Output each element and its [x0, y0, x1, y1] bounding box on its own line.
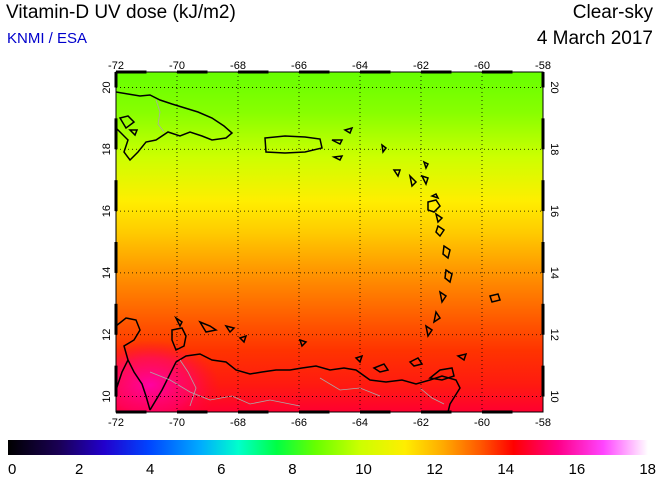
colorbar-tick-label: 16	[569, 461, 586, 478]
lon-tick-label: -60	[474, 417, 490, 429]
colorbar-tick-label: 18	[639, 461, 656, 478]
colorbar-tick-label: 6	[217, 461, 225, 478]
lat-tick-label: 12	[101, 329, 113, 341]
lat-tick-label: 12	[548, 329, 560, 341]
lon-tick-label: -70	[169, 60, 185, 72]
colorbar-labels: 0 2 4 6 8 10 12 14 16 18	[8, 461, 656, 478]
lat-tick-label: 14	[101, 267, 113, 279]
lat-tick-label: 16	[548, 205, 560, 217]
lat-tick-label: 18	[101, 143, 113, 155]
lat-tick-label: 14	[548, 267, 560, 279]
colorbar-tick-label: 12	[426, 461, 443, 478]
lon-tick-label: -66	[291, 417, 307, 429]
colorbar-tick-label: 0	[8, 461, 16, 478]
lon-tick-label: -68	[230, 60, 246, 72]
colorbar-tick-label: 10	[355, 461, 372, 478]
coastline-puerto-rico	[264, 135, 323, 154]
lat-labels-left: 20 18 16 14 12 10	[101, 81, 113, 402]
lon-tick-label: -66	[291, 60, 307, 72]
lat-tick-label: 10	[548, 390, 560, 402]
colorbar-tick-label: 8	[288, 461, 296, 478]
lon-labels-top: -72 -70 -68 -66 -64 -62 -60 -58	[108, 60, 551, 72]
map-title: Vitamin-D UV dose (kJ/m2)	[6, 2, 236, 23]
lat-tick-label: 18	[548, 143, 560, 155]
country-borders	[149, 99, 445, 407]
lon-tick-label: -68	[230, 417, 246, 429]
colorbar-tick-label: 4	[146, 461, 154, 478]
colorbar-tick-label: 14	[497, 461, 514, 478]
lat-tick-label: 20	[548, 81, 560, 93]
lon-tick-label: -72	[108, 417, 124, 429]
colorbar	[8, 440, 648, 455]
lat-tick-label: 20	[101, 81, 113, 93]
coastlines	[116, 91, 501, 412]
coastline-guadeloupe	[427, 199, 441, 213]
frame-ticks	[114, 70, 545, 414]
lon-tick-label: -64	[352, 417, 368, 429]
lon-tick-label: -62	[413, 417, 429, 429]
lon-tick-label: -72	[108, 60, 124, 72]
coastline-hispaniola	[116, 91, 234, 162]
lat-tick-label: 16	[101, 205, 113, 217]
lon-tick-label: -60	[474, 60, 490, 72]
coastline-south-america	[116, 317, 461, 412]
lat-lon-grid	[116, 72, 543, 412]
lon-tick-label: -58	[535, 60, 551, 72]
credit-label: KNMI / ESA	[7, 30, 88, 47]
colorbar-tick-label: 2	[75, 461, 83, 478]
sky-mode-label: Clear-sky	[572, 2, 653, 23]
lon-tick-label: -58	[535, 417, 551, 429]
lat-tick-label: 10	[101, 390, 113, 402]
lon-labels-bottom: -72 -70 -68 -66 -64 -62 -60 -58	[108, 417, 551, 429]
lon-tick-label: -62	[413, 60, 429, 72]
lon-tick-label: -64	[352, 60, 368, 72]
lon-tick-label: -70	[169, 417, 185, 429]
lat-labels-right: 20 18 16 14 12 10	[548, 81, 560, 402]
date-label: 4 March 2017	[536, 28, 653, 49]
